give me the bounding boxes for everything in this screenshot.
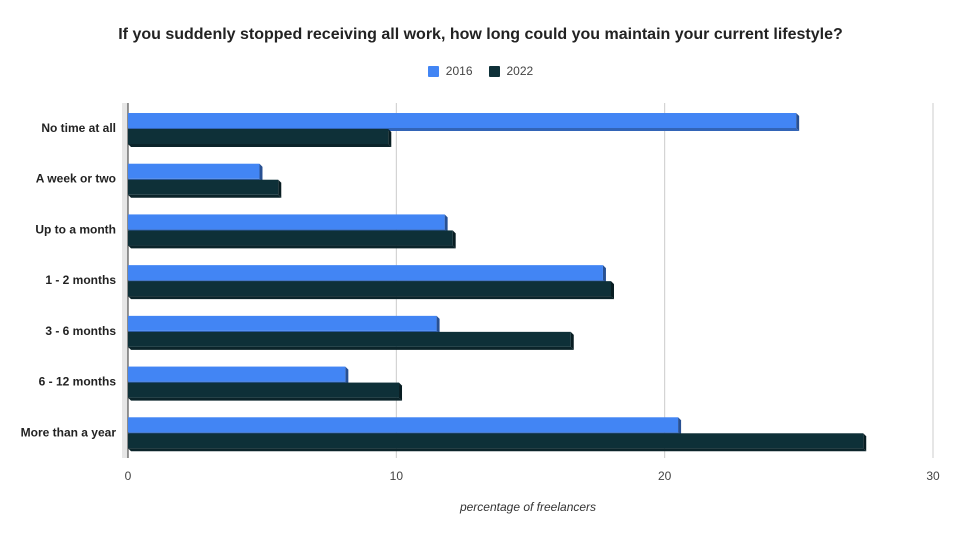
bar-2022-5: [128, 382, 400, 398]
bar-side-2016-2: [444, 214, 448, 233]
x-tick-label-10: 10: [390, 469, 404, 483]
category-label-3: 1 - 2 months: [45, 273, 116, 287]
bar-2016-4: [128, 315, 437, 331]
bar-bottom-2022-1: [128, 194, 282, 198]
bar-side-2022-1: [278, 179, 282, 198]
bar-bottom-2022-3: [128, 296, 614, 300]
bar-bottom-2022-4: [128, 346, 574, 350]
category-label-2: Up to a month: [35, 222, 116, 236]
bar-side-2022-3: [611, 281, 614, 300]
x-tick-label-20: 20: [658, 469, 672, 483]
bar-2016-1: [128, 163, 260, 179]
bar-2022-6: [128, 433, 864, 449]
legend-swatch-2016: [427, 65, 439, 77]
bar-side-2016-6: [678, 417, 682, 436]
legend-swatch-2022: [488, 65, 500, 77]
legend-item-2022[interactable]: 2022: [488, 64, 534, 78]
bar-bottom-2022-2: [128, 245, 456, 249]
legend-label-2016: 2016: [445, 64, 473, 78]
axis-depth-band: [122, 103, 128, 458]
bar-side-2022-0: [388, 129, 392, 147]
bar-side-2016-5: [345, 366, 349, 385]
category-label-1: A week or two: [36, 172, 116, 186]
bar-2016-3: [128, 265, 603, 281]
bar-bottom-2022-0: [128, 144, 392, 147]
category-label-6: More than a year: [21, 425, 117, 439]
x-tick-label-0: 0: [125, 469, 132, 483]
bar-bottom-2022-5: [128, 397, 403, 401]
bar-side-2016-3: [602, 265, 606, 284]
legend-label-2022: 2022: [506, 64, 534, 78]
category-label-0: No time at all: [41, 121, 116, 135]
bar-side-2022-4: [570, 331, 574, 350]
x-axis-label: percentage of freelancers: [459, 500, 597, 514]
bar-2016-0: [128, 113, 797, 128]
bar-side-2016-4: [436, 315, 440, 334]
legend-item-2016[interactable]: 2016: [427, 64, 473, 78]
bar-2022-2: [128, 230, 453, 246]
bar-2022-1: [128, 179, 279, 195]
category-label-4: 3 - 6 months: [45, 324, 116, 338]
bar-side-2022-2: [452, 230, 456, 249]
bar-side-2022-6: [863, 433, 867, 452]
bar-2022-3: [128, 281, 611, 297]
bar-2022-4: [128, 331, 571, 347]
bar-2016-5: [128, 366, 346, 382]
bar-bottom-2022-6: [128, 448, 867, 452]
bar-2022-0: [128, 129, 389, 144]
category-label-5: 6 - 12 months: [39, 375, 117, 389]
x-tick-label-30: 30: [926, 469, 940, 483]
bar-2016-2: [128, 214, 445, 230]
chart-legend: 2016 2022: [0, 64, 961, 78]
bar-2016-6: [128, 417, 679, 433]
bar-side-2016-1: [259, 163, 263, 182]
bar-side-2022-5: [399, 382, 403, 401]
chart-title: If you suddenly stopped receiving all wo…: [118, 26, 843, 43]
bar-side-2016-0: [796, 113, 800, 131]
